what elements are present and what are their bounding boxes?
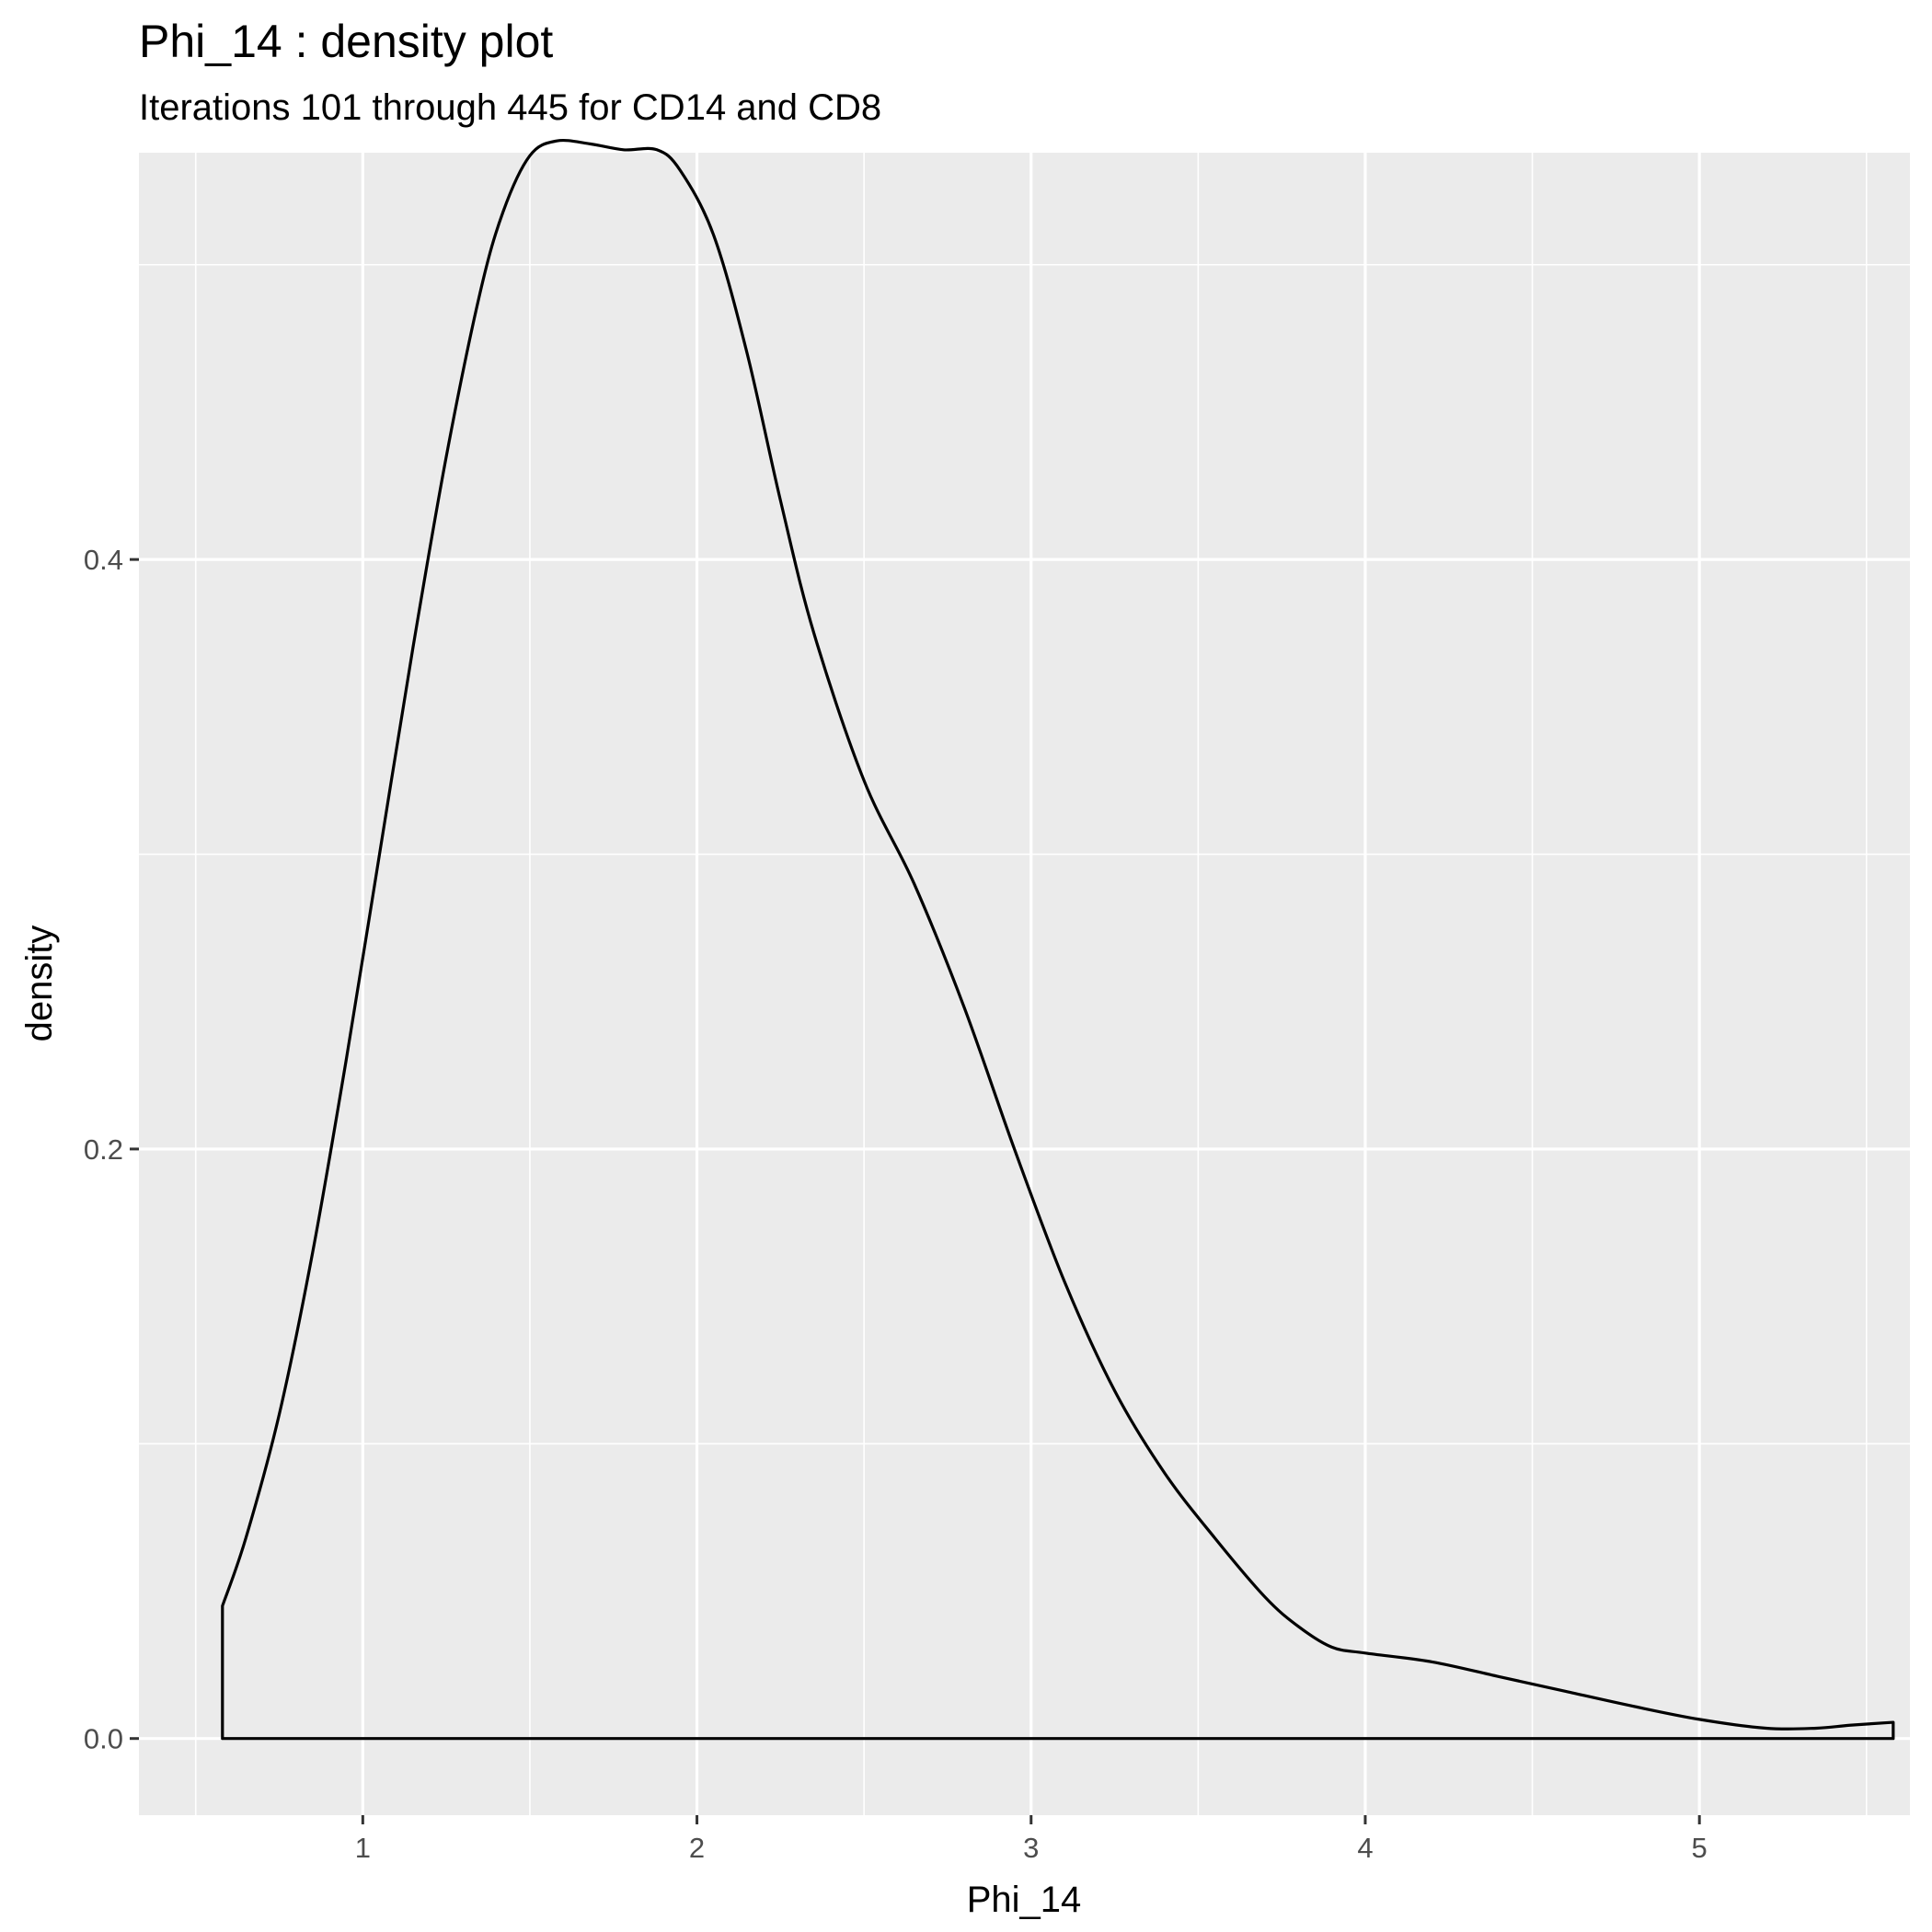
- x-axis-title: Phi_14: [967, 1880, 1082, 1920]
- y-axis: 0.0 0.2 0.4: [84, 544, 139, 1755]
- plot-panel: [139, 153, 1910, 1815]
- x-tick-label: 1: [355, 1832, 371, 1864]
- density-layer: [221, 138, 1895, 1741]
- chart-title: Phi_14 : density plot: [139, 16, 553, 67]
- x-tick-label: 4: [1357, 1832, 1373, 1864]
- density-curve: [221, 138, 1895, 1741]
- y-tick-label: 0.4: [84, 544, 123, 576]
- x-tick-label: 3: [1023, 1832, 1039, 1864]
- y-tick-label: 0.2: [84, 1133, 123, 1166]
- grid-major: [139, 153, 1910, 1815]
- grid-minor: [139, 153, 1910, 1815]
- y-axis-title: density: [19, 926, 60, 1042]
- chart-subtitle: Iterations 101 through 445 for CD14 and …: [139, 87, 881, 128]
- x-axis: 1 2 3 4 5: [355, 1815, 1708, 1864]
- x-tick-label: 5: [1692, 1832, 1708, 1864]
- y-tick-label: 0.0: [84, 1723, 123, 1755]
- x-tick-label: 2: [689, 1832, 705, 1864]
